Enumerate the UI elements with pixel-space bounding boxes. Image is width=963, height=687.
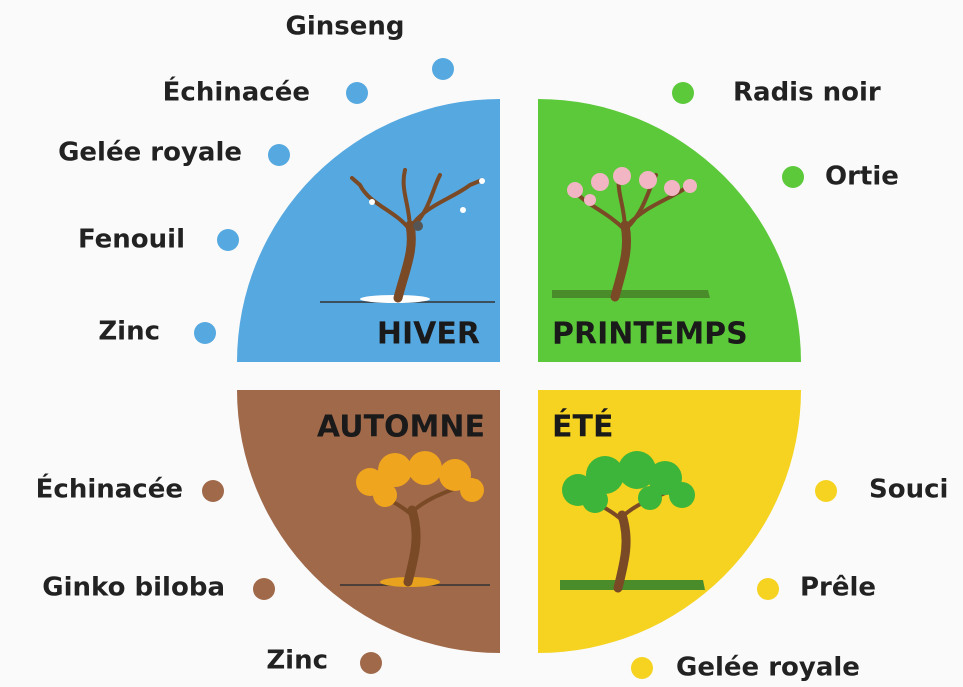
item-dot <box>782 166 804 188</box>
body: {"seasons": [ {"title": "HIVER", "items"… <box>0 0 963 687</box>
item-dot <box>253 578 275 600</box>
season-diagram: HIVER PRINTEMPS AUTOMNE ÉTÉ Ginseng Échi… <box>0 0 963 687</box>
item-dot <box>672 82 694 104</box>
item-dot <box>194 322 216 344</box>
item-dot <box>757 578 779 600</box>
item-label: Zinc <box>98 317 160 347</box>
season-title: ÉTÉ <box>552 409 613 445</box>
item-label: Ginseng <box>286 12 405 42</box>
item-label: Échinacée <box>163 76 310 108</box>
item-label: Échinacée <box>36 473 183 505</box>
page: Saisons body { margin: 0; background: #f… <box>0 0 963 687</box>
item-label: Souci <box>869 475 948 505</box>
item-dot <box>815 480 837 502</box>
item-dot <box>217 229 239 251</box>
item-label: Zinc <box>266 646 328 676</box>
item-dot <box>432 58 454 80</box>
item-dot <box>631 657 653 679</box>
item-dot <box>202 480 224 502</box>
season-title: HIVER <box>377 317 480 352</box>
item-dot <box>346 82 368 104</box>
item-label: Gelée royale <box>58 138 242 168</box>
item-dot <box>360 652 382 674</box>
item-label: Radis noir <box>733 78 881 108</box>
item-dot <box>268 144 290 166</box>
season-title: AUTOMNE <box>317 410 485 445</box>
item-label: Fenouil <box>78 225 185 255</box>
season-title: PRINTEMPS <box>552 317 748 352</box>
item-label: Gelée royale <box>676 653 860 683</box>
item-label: Ginko biloba <box>42 573 225 603</box>
item-label: Ortie <box>825 162 899 192</box>
item-label: Prêle <box>800 573 876 603</box>
